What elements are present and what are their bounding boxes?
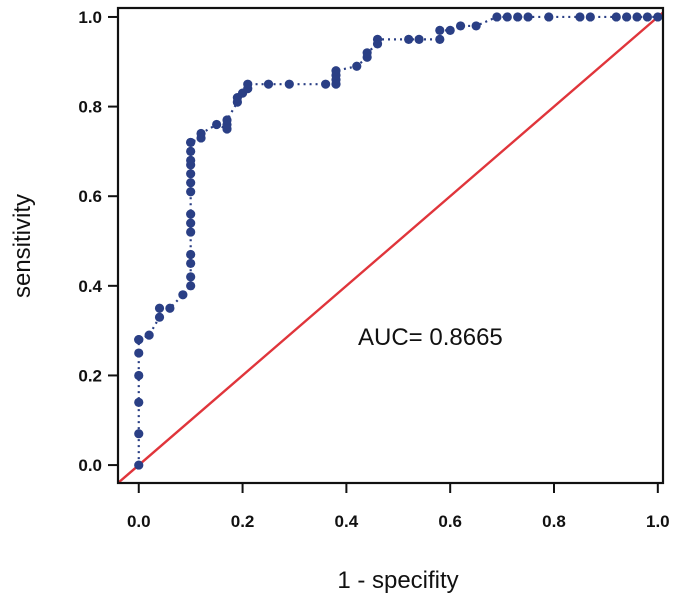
roc-point [513,12,523,22]
roc-point [134,370,144,381]
roc-point [632,12,642,22]
roc-point [331,66,341,76]
x-axis: 0.0 0.2 0.4 0.6 0.8 1.0 [127,483,670,531]
roc-point [435,25,445,36]
roc-point [178,290,188,300]
roc-point [134,397,144,407]
roc-point [455,21,466,31]
roc-point [471,21,481,31]
roc-point [653,12,663,22]
roc-point [414,34,424,44]
roc-point [144,330,154,340]
roc-point [575,12,585,22]
roc-point [243,79,253,89]
roc-point [622,12,632,22]
roc-point [222,115,232,125]
roc-point [134,348,144,358]
roc-point [186,209,196,219]
roc-point [134,429,144,439]
roc-point [352,61,362,71]
plot-area [117,11,664,484]
x-tick-label: 0.4 [335,512,359,531]
roc-point [186,178,196,188]
roc-point [186,218,196,228]
reference-diagonal-line [117,11,664,484]
roc-point [523,12,533,22]
roc-point [263,79,274,89]
roc-point [404,34,414,44]
y-axis: 0.0 0.2 0.4 0.6 0.8 1.0 [78,8,118,475]
roc-point [284,79,294,89]
roc-point [186,227,196,237]
roc-point [362,48,372,58]
roc-point [212,119,222,130]
roc-point [186,187,196,197]
roc-point [186,155,196,165]
roc-point [544,12,554,22]
roc-point [321,79,331,89]
roc-point [134,335,144,345]
x-tick-label: 0.8 [542,512,566,531]
y-tick-label: 1.0 [78,8,102,27]
roc-point [492,12,502,22]
roc-point [372,34,383,44]
roc-point [611,12,621,22]
roc-point [154,312,165,322]
roc-point [186,249,196,260]
roc-point [435,34,445,44]
x-tick-label: 0.6 [438,512,462,531]
roc-point [186,258,196,269]
y-tick-label: 0.6 [78,187,102,206]
roc-point [186,137,196,148]
roc-point [445,25,455,36]
roc-point [154,303,165,313]
plot-frame [116,6,665,485]
roc-point [196,128,206,139]
x-tick-label: 0.0 [127,512,151,531]
y-tick-label: 0.0 [78,456,102,475]
roc-points [134,12,663,470]
roc-point [502,12,512,22]
roc-point [134,460,144,470]
x-axis-label: 1 - specifity [337,567,458,594]
roc-point [186,169,196,179]
x-tick-label: 1.0 [646,512,670,531]
auc-annotation: AUC= 0.8665 [358,324,503,351]
y-axis-label: sensitivity [9,194,36,298]
roc-point [186,272,196,282]
x-tick-label: 0.2 [231,512,255,531]
roc-point [186,146,196,156]
y-tick-label: 0.2 [78,366,102,385]
y-tick-label: 0.8 [78,98,102,117]
roc-point [165,303,175,313]
y-tick-label: 0.4 [78,277,102,296]
roc-point [585,12,595,22]
roc-point [642,12,653,22]
roc-point [186,281,196,291]
